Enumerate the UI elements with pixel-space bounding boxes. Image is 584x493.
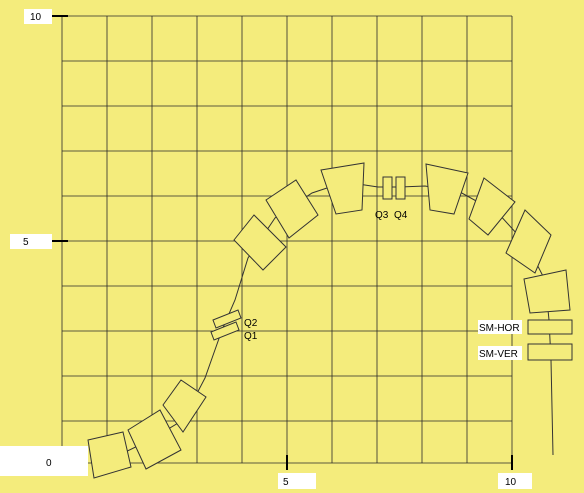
quadrupole-q4 [395,176,406,200]
dipole-magnet [523,269,571,314]
sm-ver-label: SM-VER [479,349,518,360]
dipole-magnet [505,209,552,274]
x-tick-5-label: 5 [283,477,289,488]
y-tick-10-label: 10 [30,12,42,23]
dipole-magnet [87,431,132,479]
dipole-magnet [468,177,516,236]
y-tick-0-label: 0 [46,458,52,469]
steering-magnet-ver [527,343,573,361]
dipole-magnet [162,379,207,433]
y-tick-0-box [0,446,88,476]
grid [61,15,513,464]
dipole-magnet [320,162,365,215]
x-tick-5-box [278,473,316,489]
q4-label: Q4 [394,210,408,221]
dipole-magnet [233,214,287,271]
dipole-magnet [425,163,469,215]
y-tick-5-label: 5 [23,237,29,248]
y-tick-10-box [24,9,52,24]
quadrupole-q2 [212,309,242,329]
q1-label: Q1 [244,331,258,342]
sm-hor-label: SM-HOR [479,323,520,334]
quadrupole-q1 [210,321,240,341]
q3-label: Q3 [375,210,389,221]
y-tick-5-box [10,234,52,249]
x-tick-10-label: 10 [505,477,517,488]
dipole-magnet [127,409,182,470]
sm-ver-label-box [478,346,522,360]
sm-hor-label-box [478,320,522,334]
x-tick-10-box [498,473,532,489]
quadrupole-q3 [382,176,393,200]
q2-label: Q2 [244,318,258,329]
dipole-magnet [265,179,319,239]
steering-magnet-hor [527,319,573,335]
axis-ticks [52,15,513,470]
